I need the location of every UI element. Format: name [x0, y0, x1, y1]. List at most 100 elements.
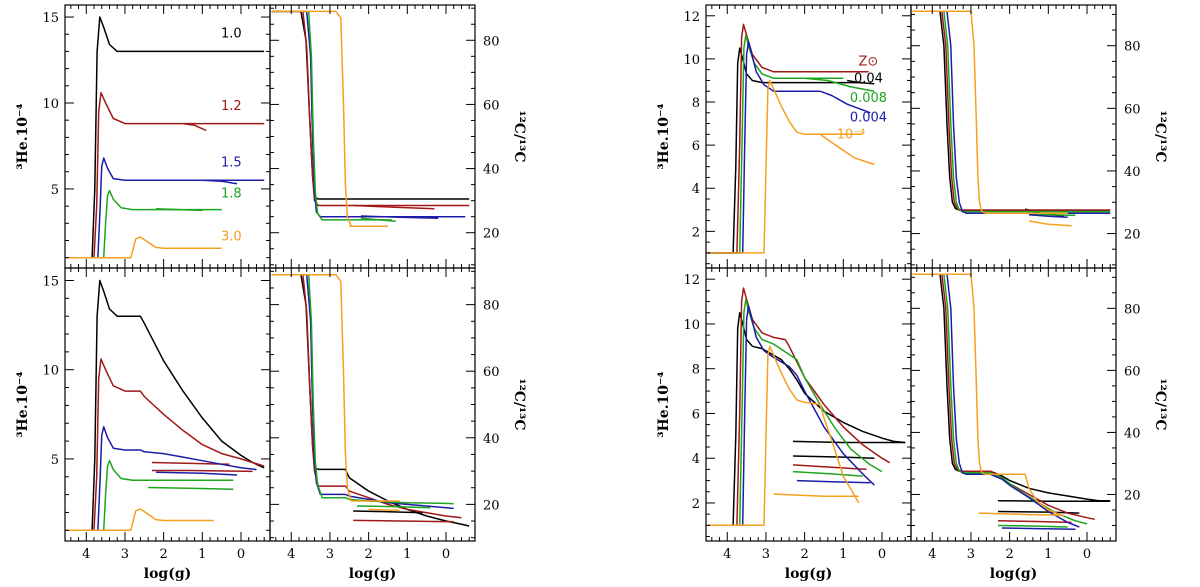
series-group [66, 279, 265, 532]
right-y-axis-title: ¹²C/¹³C [511, 379, 527, 431]
x-tick-label: 2 [800, 547, 808, 562]
series-annotation: 1.0 [221, 27, 242, 42]
series-line [66, 508, 214, 532]
figure-group-2: 24681012³He.10⁻⁴Z⊙0.040.0080.00410⁻⁴2040… [656, 4, 1168, 582]
series-line [978, 512, 1064, 517]
y-tick-label: 60 [1124, 102, 1141, 117]
right-y-axis-title: ¹²C/¹³C [511, 111, 527, 163]
y-tick-label: 8 [692, 363, 700, 378]
series-line [271, 10, 466, 218]
series-line [792, 464, 867, 471]
y-tick-label: 20 [1124, 228, 1141, 243]
x-tick-label: 3 [326, 547, 334, 562]
series-line [148, 486, 234, 491]
series-line [1028, 220, 1072, 227]
series-line [155, 471, 238, 476]
series-group [912, 273, 1111, 530]
series-group [707, 287, 906, 527]
series-line [271, 10, 470, 207]
series-line [997, 524, 1068, 528]
series-line [66, 16, 265, 259]
y-tick-label: 60 [1124, 364, 1141, 379]
x-tick-label: 0 [237, 547, 245, 562]
y-tick-label: 40 [483, 432, 500, 447]
right-y-axis-title: ¹²C/¹³C [1152, 379, 1168, 431]
series-line [912, 10, 1111, 213]
series-line [202, 179, 238, 185]
y-tick-label: 20 [1124, 488, 1141, 503]
series-line [847, 79, 875, 85]
y-tick-label: 20 [483, 498, 500, 513]
series-line [912, 273, 1065, 517]
series-line [912, 10, 1111, 211]
y-tick-label: 60 [483, 98, 500, 113]
y-tick-label: 20 [483, 227, 500, 242]
left-y-axis-title: ³He.10⁻⁴ [656, 103, 672, 169]
series-line [353, 204, 435, 210]
y-tick-label: 40 [1124, 165, 1141, 180]
left-y-axis-title: ³He.10⁻⁴ [15, 371, 31, 437]
panel-c12c13: 4 3 2 1 0 log(g) 20 40 60 80 ¹²C/¹³C [910, 267, 1168, 582]
y-tick-label: 80 [483, 299, 500, 314]
series-line [707, 40, 821, 254]
y-tick-label: 80 [483, 34, 500, 49]
series-line [707, 312, 906, 527]
x-tick-label: 4 [723, 547, 731, 562]
series-line [182, 122, 207, 132]
left-y-axis-title: ³He.10⁻⁴ [656, 371, 672, 437]
series-line [819, 90, 871, 114]
series-line [360, 215, 439, 220]
x-axis-title: log(g) [349, 566, 396, 582]
series-group [271, 10, 470, 228]
series-line [356, 505, 431, 509]
series-line [271, 10, 388, 228]
panel-frame [910, 267, 1117, 542]
series-line [66, 358, 265, 532]
panel-c12c13: 20 40 60 80 ¹²C/¹³C [269, 4, 527, 269]
x-tick-label: 2 [364, 547, 372, 562]
y-tick-label: 4 [692, 182, 700, 197]
series-annotation: Z⊙ [859, 54, 879, 69]
series-line [804, 77, 875, 92]
x-tick-label: 1 [1044, 547, 1052, 562]
series-annotation: 1.2 [221, 99, 242, 114]
x-tick-label: 3 [121, 547, 129, 562]
x-axis-title: log(g) [990, 566, 1037, 582]
series-line [271, 273, 470, 527]
series-line [271, 10, 392, 221]
series-annotation: 0.04 [854, 72, 883, 87]
x-tick-label: 4 [287, 547, 295, 562]
y-tick-label: 5 [51, 453, 59, 468]
series-line [796, 479, 871, 484]
x-axis-title: log(g) [144, 566, 191, 582]
y-tick-label: 12 [683, 273, 700, 288]
x-tick-label: 3 [762, 547, 770, 562]
series-line [707, 79, 863, 254]
right-y-axis-title: ¹²C/¹³C [1152, 111, 1168, 163]
series-line [271, 273, 454, 510]
y-tick-label: 60 [483, 365, 500, 380]
series-line [819, 133, 875, 166]
series-line [792, 440, 906, 444]
series-line [912, 273, 1111, 502]
x-tick-label: 1 [403, 547, 411, 562]
x-tick-label: 2 [1005, 547, 1013, 562]
series-line [1028, 214, 1068, 219]
left-y-axis-title: ³He.10⁻⁴ [15, 103, 31, 169]
series-line [912, 273, 1088, 525]
series-line [773, 493, 859, 497]
series-line [66, 189, 222, 259]
series-line [912, 10, 1111, 214]
y-tick-label: 2 [692, 225, 700, 240]
series-line [792, 455, 875, 459]
y-tick-label: 80 [1124, 40, 1141, 55]
series-annotation: 0.004 [850, 110, 887, 125]
series-line [353, 510, 423, 514]
x-tick-label: 3 [967, 547, 975, 562]
series-line [66, 279, 265, 532]
x-tick-label: 1 [198, 547, 206, 562]
series-line [912, 273, 1080, 528]
